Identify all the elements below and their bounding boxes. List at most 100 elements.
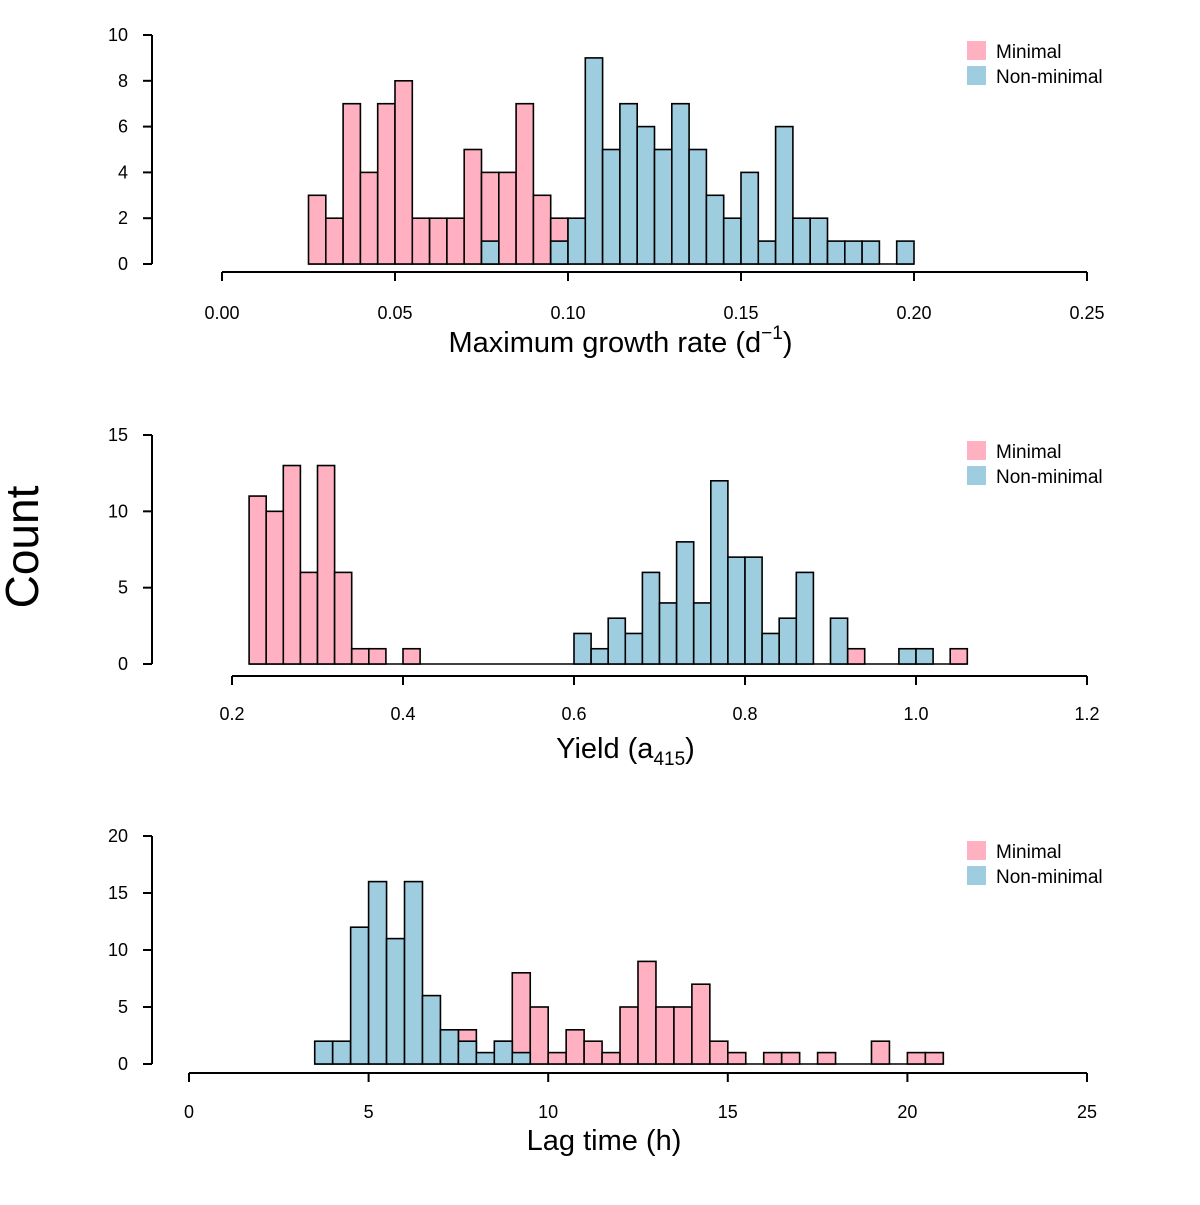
histogram-panel-1: 0 2 4 6 8 10 0.00 0.05 0.10 0.15 0.20 0.25 Maximum g… [108,25,1105,359]
histogram-bar [727,556,746,665]
histogram-bar [565,1029,585,1065]
histogram-panel-2: 0 5 10 15 0.2 0.4 0.6 0.8 1.0 1.2 Yield (a415) Mini… [108,425,1103,770]
histogram-bar [532,194,552,265]
legend-label: Minimal [996,442,1061,463]
series-minimal [307,80,569,265]
histogram-bar [795,571,815,665]
histogram-bar [637,960,657,1065]
y-tick-label: 4 [118,162,128,182]
histogram-bar [924,1051,945,1065]
histogram-bar [655,1006,675,1065]
x-tick-label: 0.2 [219,704,244,724]
x-tick-label: 0 [184,1102,194,1122]
histogram-bar [809,217,829,265]
histogram-bar [547,1051,567,1065]
histogram-bar [457,1040,478,1065]
y-tick-label: 2 [118,208,128,228]
histogram-bar [342,102,362,265]
histogram-bar [359,171,379,265]
histogram-bar [898,647,917,665]
y-tick-label: 15 [108,425,128,445]
histogram-bar [402,647,421,665]
histogram-bar [829,617,849,665]
histogram-bar [282,464,302,665]
histogram-bar [673,1006,693,1065]
legend-label: Minimal [996,842,1061,863]
histogram-bar [709,479,729,665]
histogram-bar [601,148,621,265]
histogram-bar [636,125,656,265]
histogram-bar [846,647,866,665]
histogram-bar [619,102,639,265]
legend-label: Non-minimal [996,67,1103,88]
legend-label: Non-minimal [996,467,1103,488]
histogram-bar [722,217,742,265]
histogram-panel-3: 0 5 10 15 20 0 5 10 15 20 25 Lag time (h) Minimal Non… [108,826,1103,1157]
histogram-bar [549,240,569,265]
histogram-bar [607,617,627,665]
histogram-bar [641,571,661,665]
x-tick-label: 0.10 [550,303,585,323]
histogram-bar [816,1051,837,1065]
legend: Minimal Non-minimal [967,41,1103,88]
histogram-bar [497,171,517,265]
histogram-bar [411,217,431,265]
y-tick-label: 20 [108,826,128,846]
histogram-bar [895,240,915,265]
y-tick-label: 8 [118,71,128,91]
y-tick-label: 0 [118,254,128,274]
histogram-bar [265,510,285,665]
histogram-bar [658,602,678,665]
histogram-bar [778,617,798,665]
y-tick-label: 0 [118,1054,128,1074]
x-axis-title: Lag time (h) [527,1125,682,1157]
histogram-bar [762,1051,783,1065]
histogram-bar [590,647,609,665]
histogram-bar [567,217,587,265]
series-non-minimal [480,57,915,265]
histogram-bar [843,240,863,265]
histogram-bar [333,571,353,665]
x-tick-label: 0.15 [723,303,758,323]
histogram-bar [740,171,760,265]
histogram-bar [367,880,388,1065]
shared-y-axis-label: Count [0,485,48,608]
x-tick-label: 0.00 [204,303,239,323]
legend: Minimal Non-minimal [967,441,1103,488]
legend-swatch [967,866,986,885]
histogram-bar [688,148,708,265]
legend: Minimal Non-minimal [967,841,1103,888]
legend-swatch [967,466,986,485]
histogram-bar [376,102,396,265]
histogram-bar [870,1040,891,1065]
histogram-bar [692,602,712,665]
histogram-bar [421,994,442,1065]
y-tick-label: 0 [118,654,128,674]
histogram-bar [299,571,319,665]
x-tick-label: 0.05 [377,303,412,323]
histogram-bar [248,495,268,665]
histogram-bar [624,632,644,665]
x-tick-label: 1.0 [903,704,928,724]
histogram-bar [367,647,387,665]
histogram-bar [675,541,695,665]
histogram-bar [691,983,711,1065]
histogram-bar [316,464,336,665]
histogram-bar [493,1040,514,1065]
histogram-bar [915,647,934,665]
histogram-bar [511,1051,532,1065]
histogram-bar [385,937,406,1065]
x-tick-label: 0.20 [896,303,931,323]
x-tick-label: 0.8 [732,704,757,724]
y-tick-label: 6 [118,117,128,137]
histogram-bar [480,240,500,265]
histogram-bar [307,194,327,265]
histogram-bar [906,1051,927,1065]
histogram-bar [349,926,370,1065]
histogram-bar [475,1051,496,1065]
x-axis-title: Yield (a415) [556,733,695,770]
series-minimal [248,464,969,665]
